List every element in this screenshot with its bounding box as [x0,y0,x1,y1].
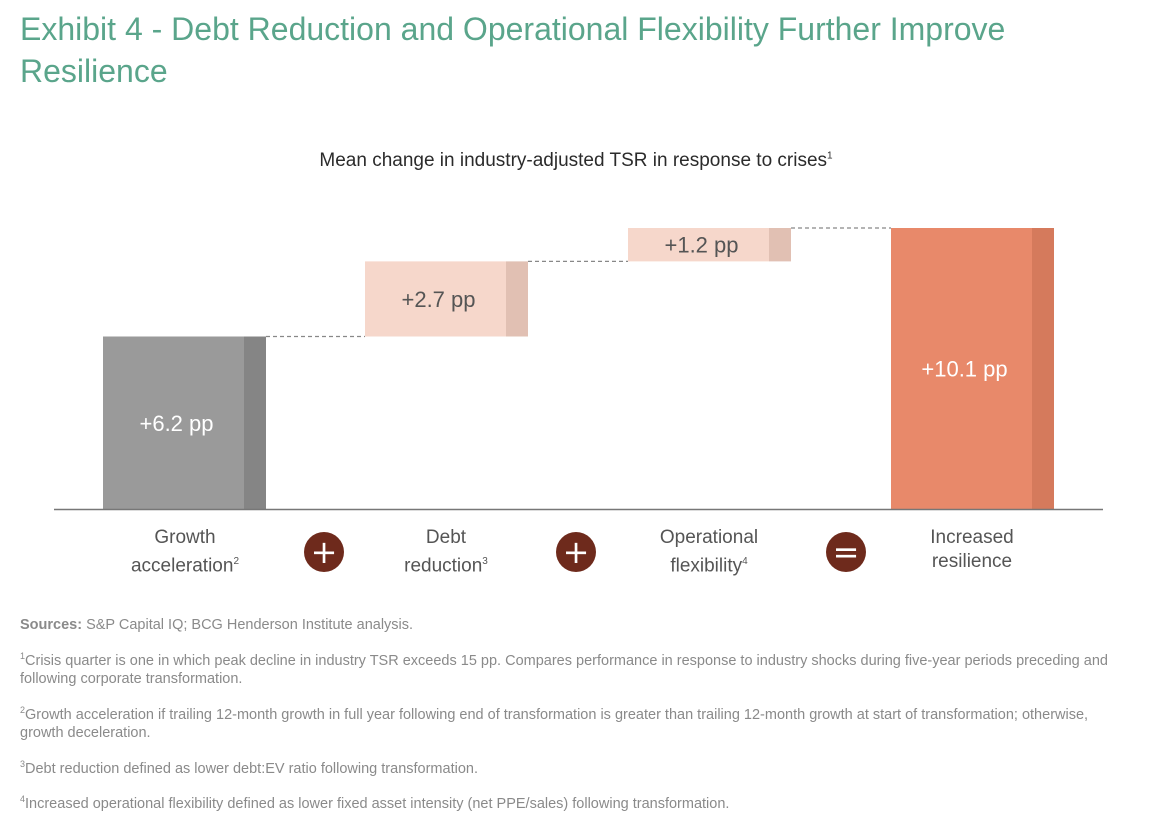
footnote-4-text: Increased operational flexibility define… [25,796,730,813]
category-label-total: Increased resilience [882,526,1062,574]
category-label-ops-line1: Operational [659,527,759,548]
bar-shade-0 [244,336,266,509]
bar-shade-3 [1032,228,1054,509]
category-label-total-line2: resilience [931,551,1013,572]
data-label-1: +2.7 pp [401,287,475,312]
plus-operator-icon: + [556,532,596,572]
footnote-2-text: Growth acceleration if trailing 12-month… [20,706,1089,741]
footnote-3: 3Debt reduction defined as lower debt:EV… [20,755,1135,778]
category-label-debt: Debt reduction3 [356,526,536,578]
sources-text: S&P Capital IQ; BCG Henderson Institute … [86,617,414,633]
category-label-growth: Growth acceleration2 [95,526,275,578]
data-label-3: +10.1 pp [921,357,1007,382]
bar-0 [103,336,244,509]
plus-operator-icon: + [304,532,344,572]
bar-shade-1 [506,261,528,337]
category-label-ops: Operational flexibility4 [619,526,799,578]
bar-3 [891,228,1032,509]
category-label-total-line1: Increased [930,527,1014,548]
footnotes: Sources: S&P Capital IQ; BCG Henderson I… [20,616,1135,826]
category-label-growth-note: 2 [233,556,239,567]
waterfall-chart: +6.2 pp +2.7 pp +1.2 pp +10.1 pp [54,227,1103,511]
sources-note: Sources: S&P Capital IQ; BCG Henderson I… [20,616,1135,634]
footnote-4-number: 4 [20,794,26,805]
category-label-growth-line2: acceleration [130,555,234,577]
footnote-3-number: 3 [20,758,26,769]
exhibit-title: Exhibit 4 - Debt Reduction and Operation… [20,11,1006,89]
chart-title: Mean change in industry-adjusted TSR in … [0,150,1152,172]
bar-1 [365,261,506,337]
footnote-1-text: Crisis quarter is one in which peak decl… [20,652,1108,687]
equals-operator-icon: = [826,532,866,572]
category-label-ops-line2: flexibility [670,555,743,577]
category-label-debt-note: 3 [482,556,488,567]
category-label-growth-line1: Growth [154,527,216,548]
data-label-0: +6.2 pp [139,411,213,436]
footnote-2-number: 2 [20,704,26,715]
category-label-ops-note: 4 [742,556,748,567]
bar-shade-2 [769,228,791,262]
data-label-2: +1.2 pp [664,233,738,258]
category-label-debt-line1: Debt [425,527,467,548]
footnote-1-number: 1 [20,651,26,661]
chart-title-text: Mean change in industry-adjusted TSR in … [319,150,828,171]
footnote-3-text: Debt reduction defined as lower debt:EV … [25,760,478,777]
footnote-4: 4Increased operational flexibility defin… [20,790,1135,813]
bar-2 [628,228,769,262]
category-label-debt-line2: reduction [404,555,483,577]
sources-label: Sources: [20,617,83,633]
chart-title-note: 1 [827,150,833,162]
footnote-2: 2Growth acceleration if trailing 12-mont… [20,701,1135,742]
footnote-1: 1Crisis quarter is one in which peak dec… [20,647,1135,688]
